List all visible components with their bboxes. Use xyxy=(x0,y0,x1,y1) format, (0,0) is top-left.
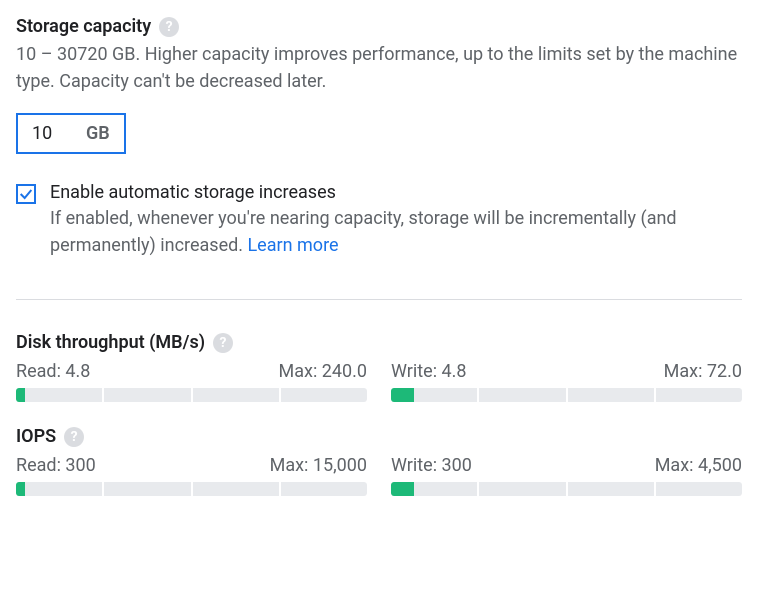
storage-capacity-input-wrapper[interactable]: GB xyxy=(16,113,126,154)
auto-increase-row: Enable automatic storage increases If en… xyxy=(16,182,742,259)
progress-segment xyxy=(104,482,190,496)
progress-segment xyxy=(104,388,190,402)
iops-write-bar xyxy=(391,482,742,496)
progress-fill xyxy=(16,388,25,402)
progress-segment xyxy=(479,482,565,496)
progress-segment xyxy=(193,482,279,496)
progress-segment xyxy=(568,482,654,496)
storage-capacity-description: 10 – 30720 GB. Higher capacity improves … xyxy=(16,41,742,95)
check-icon xyxy=(18,186,34,202)
throughput-write-label: Write: 4.8 xyxy=(391,361,467,382)
storage-capacity-label: Storage capacity xyxy=(16,16,151,37)
progress-segment xyxy=(391,482,477,496)
progress-segment xyxy=(391,388,477,402)
iops-write-label: Write: 300 xyxy=(391,455,472,476)
progress-segment xyxy=(568,388,654,402)
iops-read-max: Max: 15,000 xyxy=(270,455,367,476)
iops-write-max: Max: 4,500 xyxy=(655,455,742,476)
progress-segment xyxy=(479,388,565,402)
help-icon[interactable]: ? xyxy=(159,17,179,37)
storage-capacity-title: Storage capacity ? xyxy=(16,16,742,37)
iops-write-col: Write: 300 Max: 4,500 xyxy=(391,455,742,496)
help-icon[interactable]: ? xyxy=(213,333,233,353)
storage-capacity-unit: GB xyxy=(86,123,110,144)
auto-increase-checkbox[interactable] xyxy=(16,184,36,204)
learn-more-link[interactable]: Learn more xyxy=(247,235,338,256)
divider xyxy=(16,299,742,300)
throughput-read-label: Read: 4.8 xyxy=(16,361,90,382)
iops-read-col: Read: 300 Max: 15,000 xyxy=(16,455,367,496)
iops-title: IOPS ? xyxy=(16,426,742,447)
progress-fill xyxy=(391,388,414,402)
progress-segment xyxy=(281,482,367,496)
throughput-read-bar xyxy=(16,388,367,402)
iops-section: IOPS ? Read: 300 Max: 15,000 Write: 300 … xyxy=(16,426,742,496)
storage-capacity-input[interactable] xyxy=(32,123,62,144)
progress-segment xyxy=(16,388,102,402)
throughput-write-bar xyxy=(391,388,742,402)
progress-segment xyxy=(656,482,742,496)
auto-increase-description: If enabled, whenever you're nearing capa… xyxy=(50,205,742,259)
iops-read-bar xyxy=(16,482,367,496)
progress-segment xyxy=(16,482,102,496)
iops-read-label: Read: 300 xyxy=(16,455,96,476)
throughput-title: Disk throughput (MB/s) ? xyxy=(16,332,742,353)
progress-segment xyxy=(656,388,742,402)
throughput-read-max: Max: 240.0 xyxy=(279,361,367,382)
progress-segment xyxy=(281,388,367,402)
throughput-read-col: Read: 4.8 Max: 240.0 xyxy=(16,361,367,402)
throughput-write-max: Max: 72.0 xyxy=(664,361,742,382)
progress-segment xyxy=(193,388,279,402)
auto-increase-label: Enable automatic storage increases xyxy=(50,182,742,203)
progress-fill xyxy=(16,482,25,496)
progress-fill xyxy=(391,482,414,496)
auto-increase-content: Enable automatic storage increases If en… xyxy=(50,182,742,259)
help-icon[interactable]: ? xyxy=(64,427,84,447)
throughput-section: Disk throughput (MB/s) ? Read: 4.8 Max: … xyxy=(16,332,742,402)
throughput-write-col: Write: 4.8 Max: 72.0 xyxy=(391,361,742,402)
